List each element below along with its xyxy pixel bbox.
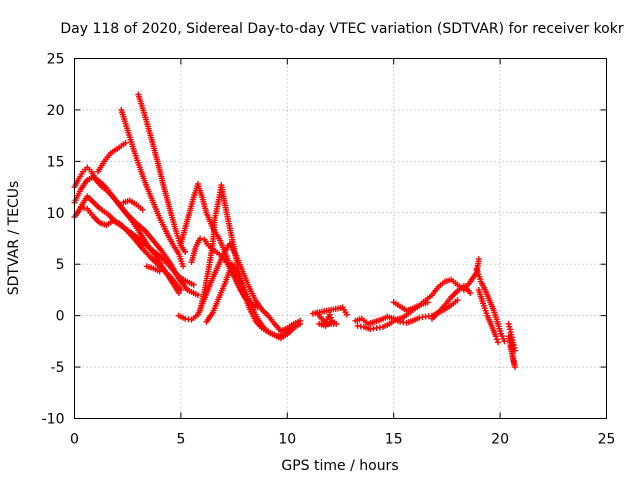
data-point-marker	[501, 338, 508, 345]
series-arc-7	[135, 91, 189, 255]
data-point-marker	[494, 339, 501, 346]
series-arc-13	[197, 182, 304, 342]
series-arc-19	[390, 256, 482, 314]
data-point-marker	[326, 311, 333, 318]
data-point-marker	[190, 281, 197, 288]
series-arc-5	[94, 139, 129, 175]
plot-frame	[74, 58, 607, 419]
data-point-marker	[139, 206, 146, 213]
data-point-marker	[509, 341, 516, 348]
data-point-marker	[343, 311, 350, 318]
data-point-marker	[180, 263, 187, 270]
data-markers	[71, 91, 518, 371]
data-point-marker	[156, 268, 163, 275]
series-arc-21	[473, 266, 508, 345]
chart-title: Day 118 of 2020, Sidereal Day-to-day VTE…	[60, 21, 623, 37]
data-point-marker	[493, 336, 500, 343]
y-tick-label: 0	[56, 309, 65, 325]
y-axis-label: SDTVAR / TECUs	[6, 181, 22, 296]
series-arc-2	[71, 173, 201, 299]
x-tick-label: 25	[598, 432, 616, 448]
y-tick-label: 25	[47, 52, 65, 68]
data-point-marker	[506, 323, 513, 330]
x-tick-label: 0	[70, 432, 79, 448]
data-point-marker	[297, 320, 304, 327]
x-tick-label: 10	[278, 432, 296, 448]
y-tick-label: 15	[47, 154, 65, 170]
series-arc-22	[475, 286, 501, 346]
data-point-marker	[505, 320, 512, 327]
series-arc-6	[118, 106, 187, 270]
data-point-marker	[492, 333, 499, 340]
series-arc-23	[505, 320, 518, 371]
x-axis-label: GPS time / hours	[281, 458, 398, 474]
data-point-marker	[475, 256, 482, 263]
data-point-marker	[467, 290, 474, 297]
y-tick-label: 5	[56, 257, 65, 273]
x-tick-label: 15	[385, 432, 403, 448]
data-point-marker	[507, 326, 514, 333]
series-arc-16	[309, 304, 350, 318]
x-tick-label: 20	[491, 432, 509, 448]
series-arc-8	[120, 197, 146, 213]
y-tick-label: -5	[51, 360, 65, 376]
y-tick-label: 20	[47, 103, 65, 119]
series-arc-4	[77, 193, 197, 288]
data-point-marker	[197, 235, 204, 242]
data-point-marker	[326, 319, 333, 326]
x-tick-label: 5	[176, 432, 185, 448]
y-axis-ticks: -10 -5 0 5 10 15 20 25	[42, 52, 607, 428]
data-point-marker	[454, 297, 461, 304]
data-point-marker	[327, 314, 334, 321]
series-arc-20	[429, 282, 474, 322]
data-point-marker	[194, 292, 201, 299]
series-arc-14	[203, 261, 293, 340]
data-point-marker	[177, 286, 184, 293]
data-point-marker	[182, 248, 189, 255]
y-tick-label: -10	[42, 412, 65, 428]
series-arc-9	[143, 263, 163, 275]
y-tick-label: 10	[47, 206, 65, 222]
data-point-marker	[122, 139, 129, 146]
data-point-marker	[286, 326, 293, 333]
